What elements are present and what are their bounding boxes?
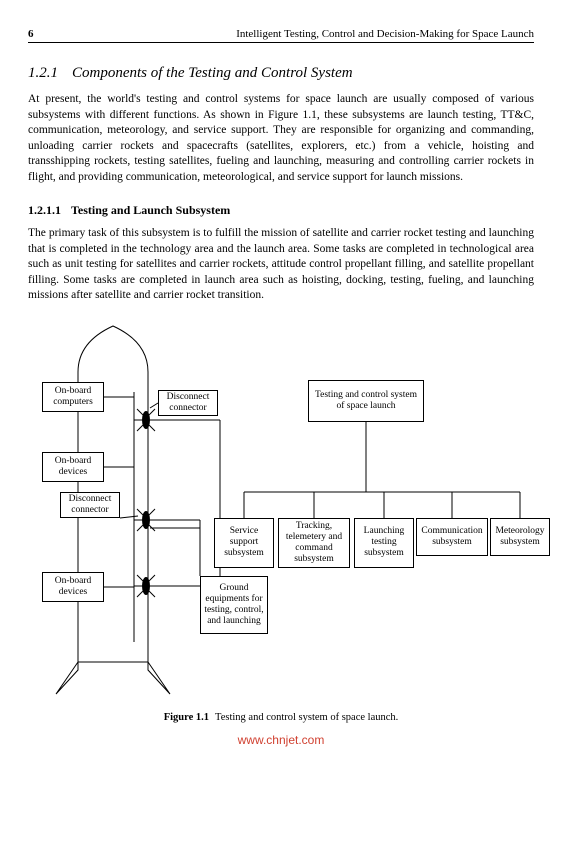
watermark: www.chnjet.com [28,733,534,747]
figure-1-1: On-board computers On-board devices On-b… [28,322,534,702]
node-service-support: Service support subsystem [214,518,274,568]
section-number: 1.2.1 [28,65,58,81]
subsection-heading: 1.2.1.1 Testing and Launch Subsystem [28,203,534,218]
paragraph-2: The primary task of this subsystem is to… [28,226,534,304]
figure-label: Figure 1.1 [164,712,209,723]
page-number: 6 [28,28,34,40]
node-disconnect-connector-top: Disconnect connector [158,390,218,416]
node-root: Testing and control system of space laun… [308,380,424,422]
node-disconnect-connector-left: Disconnect connector [60,492,120,518]
node-onboard-devices-1: On-board devices [42,452,104,482]
figure-caption: Figure 1.1 Testing and control system of … [28,712,534,723]
node-launching-testing: Launching testing subsystem [354,518,414,568]
section-heading: 1.2.1 Components of the Testing and Contr… [28,65,534,82]
section-title: Components of the Testing and Control Sy… [72,65,353,81]
running-header: 6 Intelligent Testing, Control and Decis… [28,28,534,43]
node-ground-equipments: Ground equipments for testing, control, … [200,576,268,634]
node-onboard-computers: On-board computers [42,382,104,412]
figure-caption-text: Testing and control system of space laun… [215,712,398,723]
node-communication: Communication subsystem [416,518,488,556]
subsection-title: Testing and Launch Subsystem [71,203,230,217]
running-title: Intelligent Testing, Control and Decisio… [236,28,534,40]
subsection-number: 1.2.1.1 [28,203,61,217]
paragraph-1: At present, the world's testing and cont… [28,92,534,185]
node-meteorology: Meteorology subsystem [490,518,550,556]
node-tracking-telemetry-command: Tracking, telemetery and command subsyst… [278,518,350,568]
node-onboard-devices-2: On-board devices [42,572,104,602]
